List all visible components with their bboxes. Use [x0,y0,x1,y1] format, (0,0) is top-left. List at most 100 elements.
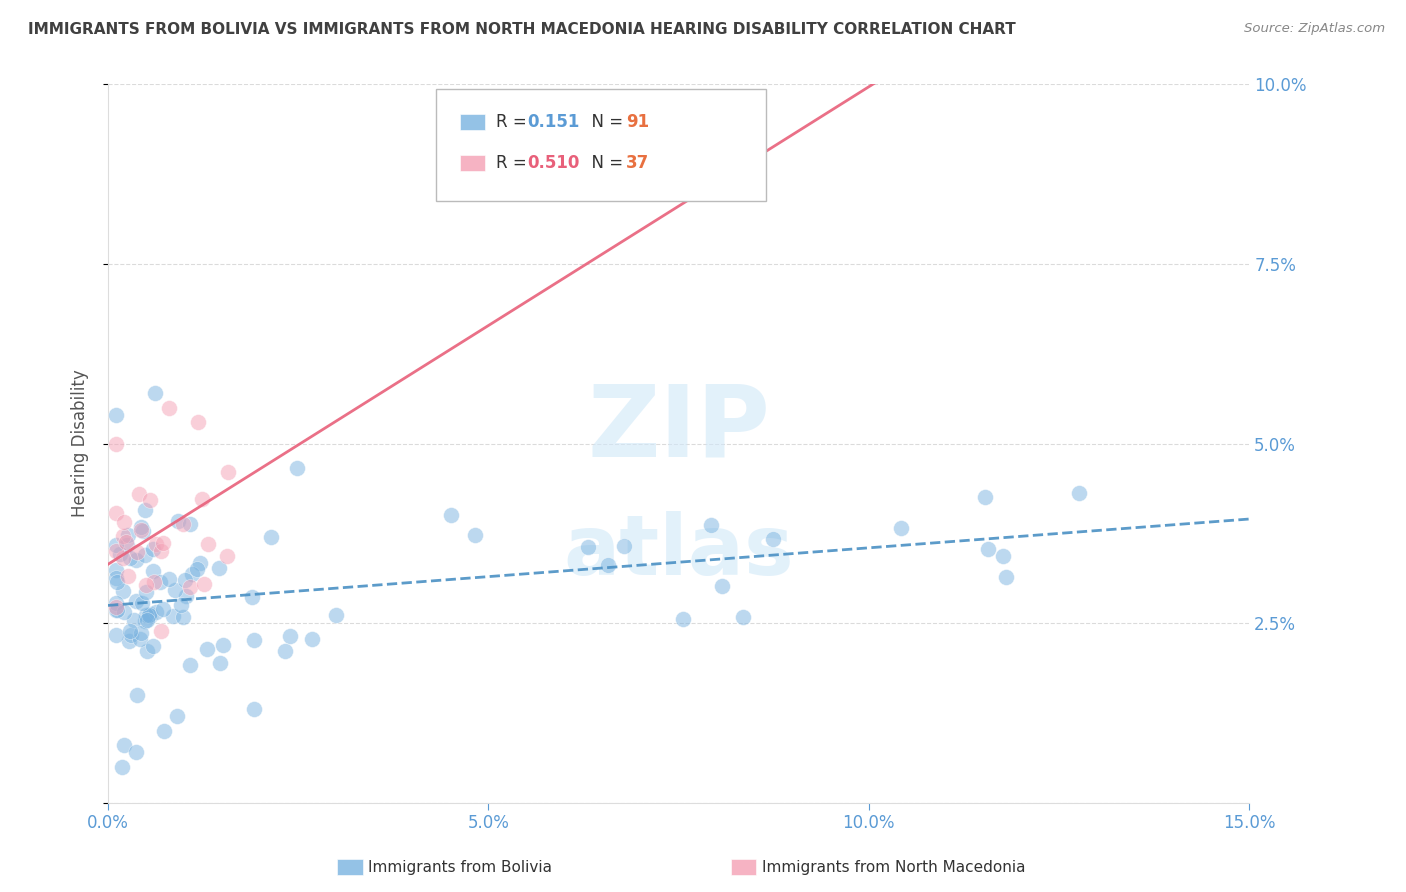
Point [134,503,156,517]
Point [159,401,181,415]
Point [125,553,148,567]
Point [762,532,785,546]
Point [149,624,172,639]
Point [209,657,232,671]
Point [115,539,138,553]
Point [143,386,166,401]
Point [193,576,215,591]
Point [105,507,128,521]
Text: ZIP: ZIP [588,381,770,477]
Point [117,528,139,542]
Point [172,516,194,531]
Point [152,536,174,550]
Point [142,542,165,557]
Point [260,530,283,544]
Point [136,644,159,658]
Point [167,514,190,528]
Point [174,589,197,603]
Point [325,608,347,623]
Point [105,575,128,590]
Point [174,574,197,588]
Point [135,613,157,627]
Point [152,602,174,616]
Point [104,596,127,610]
Point [991,549,1014,563]
Point [139,607,162,622]
Point [129,626,152,640]
Point [195,642,218,657]
Point [104,628,127,642]
Point [112,738,135,752]
Point [112,515,135,529]
Point [672,612,695,626]
Point [111,760,134,774]
Text: R =: R = [496,113,533,131]
Point [1067,486,1090,500]
Point [166,709,188,723]
Point [127,545,149,559]
Text: N =: N = [581,113,628,131]
Point [117,569,139,583]
Point [744,128,766,142]
Point [169,598,191,612]
Point [179,657,201,672]
Point [135,585,157,599]
Point [240,590,263,604]
Point [179,580,201,594]
Point [217,465,239,479]
Point [104,436,127,450]
Point [157,572,180,586]
Point [187,415,209,429]
Point [104,563,127,577]
Point [464,528,486,542]
Point [197,537,219,551]
Point [190,491,212,506]
Point [973,491,995,505]
Point [181,566,204,581]
Point [115,534,138,549]
Text: 0.510: 0.510 [527,154,579,172]
Point [301,632,323,647]
Point [134,549,156,563]
Point [613,539,636,553]
Point [118,634,141,648]
Point [125,593,148,607]
Point [125,745,148,759]
Text: 91: 91 [626,113,648,131]
Point [710,579,733,593]
Point [142,565,165,579]
Point [153,723,176,738]
Point [129,632,152,646]
Point [139,609,162,624]
Text: N =: N = [581,154,628,172]
Point [890,521,912,535]
Point [211,638,233,652]
Point [145,605,167,619]
Point [440,508,463,522]
Point [120,550,142,565]
Point [243,702,266,716]
Point [120,624,142,638]
Point [165,582,187,597]
Point [105,603,128,617]
Y-axis label: Hearing Disability: Hearing Disability [72,369,89,517]
Point [124,613,146,627]
Text: Immigrants from Bolivia: Immigrants from Bolivia [368,860,553,874]
Point [138,608,160,623]
Point [596,558,619,572]
Point [135,578,157,592]
Point [104,603,127,617]
Point [149,544,172,558]
Point [188,556,211,570]
Text: 37: 37 [626,154,650,172]
Point [215,549,238,563]
Point [149,575,172,590]
Point [995,570,1018,584]
Point [138,493,160,508]
Point [104,571,127,585]
Point [142,639,165,653]
Point [143,574,166,589]
Text: atlas: atlas [564,511,794,591]
Point [162,608,184,623]
Point [112,606,135,620]
